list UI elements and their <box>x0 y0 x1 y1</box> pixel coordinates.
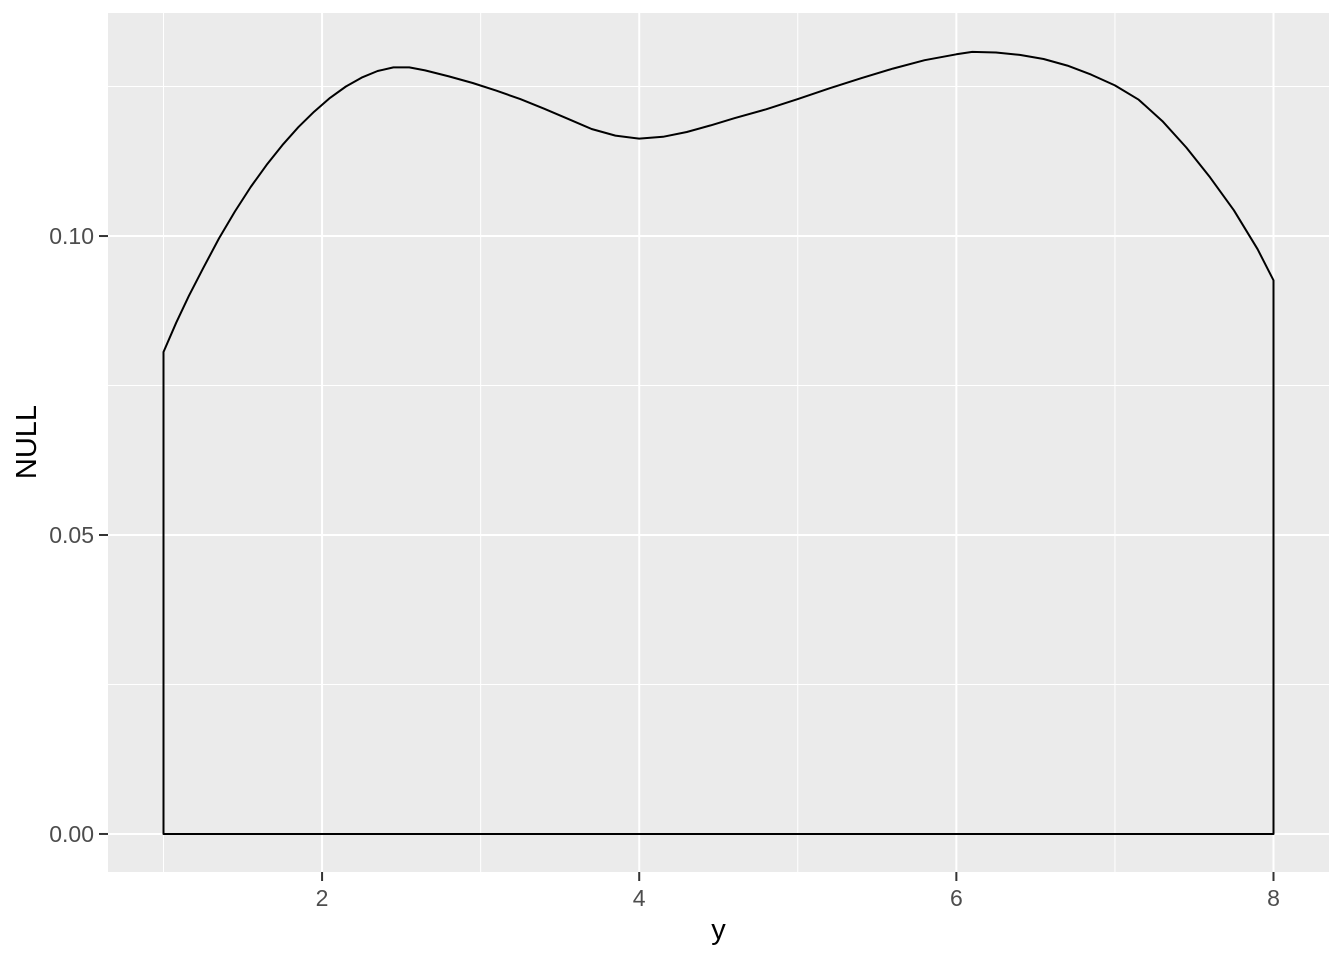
x-tick-label: 8 <box>1267 885 1280 911</box>
x-tick-label: 6 <box>949 885 963 911</box>
x-tick-label: 2 <box>315 885 329 911</box>
panel-background <box>108 13 1329 872</box>
y-tick-label: 0.10 <box>49 223 94 250</box>
y-tick-label: 0.05 <box>49 522 94 548</box>
x-axis-title: y <box>711 914 726 946</box>
y-tick-label: 0.00 <box>49 820 94 847</box>
density-curve <box>162 50 1275 835</box>
y-axis-title: NULL <box>11 404 43 480</box>
x-tick-label: 4 <box>632 885 646 911</box>
